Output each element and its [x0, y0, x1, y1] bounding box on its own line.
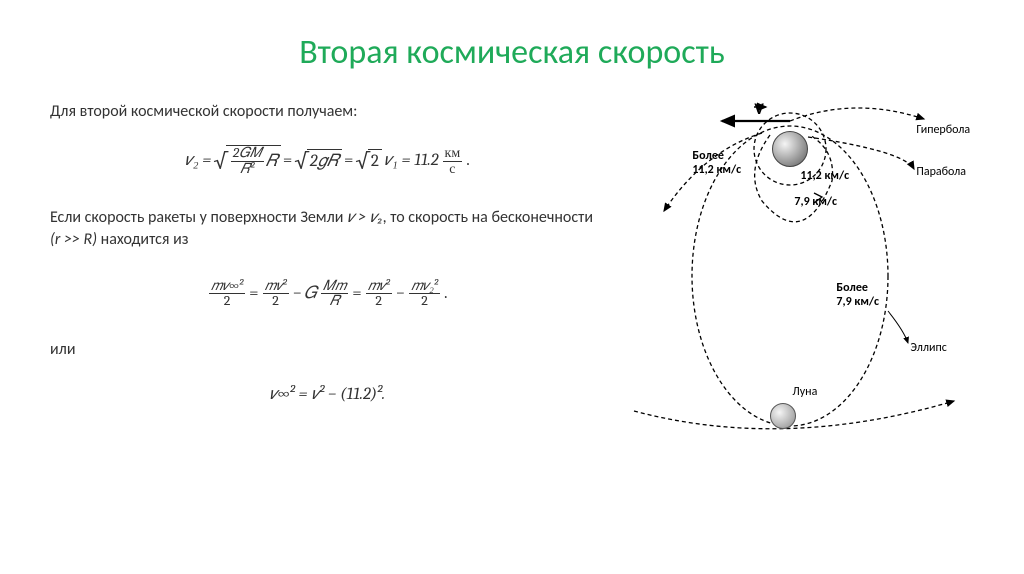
- f1-r2: 2𝑔𝑅: [307, 149, 342, 174]
- f1-den1: 𝑅²: [238, 162, 256, 177]
- paragraph-3: или: [50, 339, 604, 361]
- f2d5: 2: [419, 294, 430, 309]
- formula-3: 𝑣∞² = 𝑣² − (11.2)².: [50, 383, 604, 407]
- text-column: Для второй космической скорости получаем…: [50, 101, 604, 481]
- label-ellipse: Эллипс: [910, 341, 946, 355]
- label-112: 11,2 км/с: [800, 169, 849, 183]
- label-more79: Более 7,9 км/с: [836, 281, 879, 309]
- f1-trail1: 𝑅: [266, 150, 278, 174]
- sqrt-3: 2: [355, 146, 382, 177]
- f1-dot: .: [466, 149, 470, 173]
- label-79: 7,9 км/с: [794, 195, 837, 209]
- f2d4: 2: [373, 294, 384, 309]
- f2d2: 2: [270, 294, 281, 309]
- formula-1: 𝑣₂ = 2𝐺𝑀𝑅² 𝑅 = 2𝑔𝑅 = 2 𝑣₁ = 11.2 кмс .: [50, 145, 604, 176]
- page-title: Вторая космическая скорость: [0, 0, 1024, 101]
- label-hyperbola: Гипербола: [916, 123, 970, 137]
- f1-trail3: 𝑣₁ = 11.2: [384, 149, 439, 173]
- sqrt-1: 2𝐺𝑀𝑅² 𝑅: [213, 145, 281, 176]
- formula-2: 𝑚𝑣∞²2 = 𝑚𝑣²2 − 𝐺 𝑀𝑚𝑅 = 𝑚𝑣²2 − 𝑚𝑣₂²2 .: [50, 274, 604, 309]
- diagram-column: Более 11,2 км/с 11,2 км/с 7,9 км/с Более…: [604, 101, 974, 481]
- label-v: V: [754, 100, 763, 119]
- f1-r3: 2: [368, 149, 382, 174]
- label-moon: Луна: [792, 385, 817, 399]
- f2g: 𝐺: [304, 282, 317, 306]
- f2d3: 𝑅: [328, 294, 342, 309]
- sqrt-2: 2𝑔𝑅: [294, 146, 342, 177]
- f1-eq1: =: [283, 149, 292, 173]
- orbit-diagram: Более 11,2 км/с 11,2 км/с 7,9 км/с Более…: [604, 101, 974, 481]
- paragraph-2: Если скорость ракеты у поверхности Земли…: [50, 207, 604, 252]
- f1-lhs: 𝑣₂ =: [185, 149, 212, 173]
- cond2: (r >> R): [50, 230, 97, 249]
- f1-eq2: =: [344, 149, 353, 173]
- label-more112: Более 11,2 км/с: [692, 149, 741, 177]
- f2d1: 2: [222, 294, 233, 309]
- f1-uden: с: [447, 162, 457, 177]
- p2c: находится из: [97, 230, 188, 249]
- cond1: 𝑣 > 𝑣₂: [347, 208, 383, 227]
- paragraph-1: Для второй космической скорости получаем…: [50, 101, 604, 123]
- content-area: Для второй космической скорости получаем…: [0, 101, 1024, 481]
- p2a: Если скорость ракеты у поверхности Земли: [50, 208, 347, 227]
- p2b: , то скорость на бесконечности: [383, 208, 593, 227]
- label-parabola: Парабола: [916, 165, 966, 179]
- f2dot: .: [444, 282, 448, 306]
